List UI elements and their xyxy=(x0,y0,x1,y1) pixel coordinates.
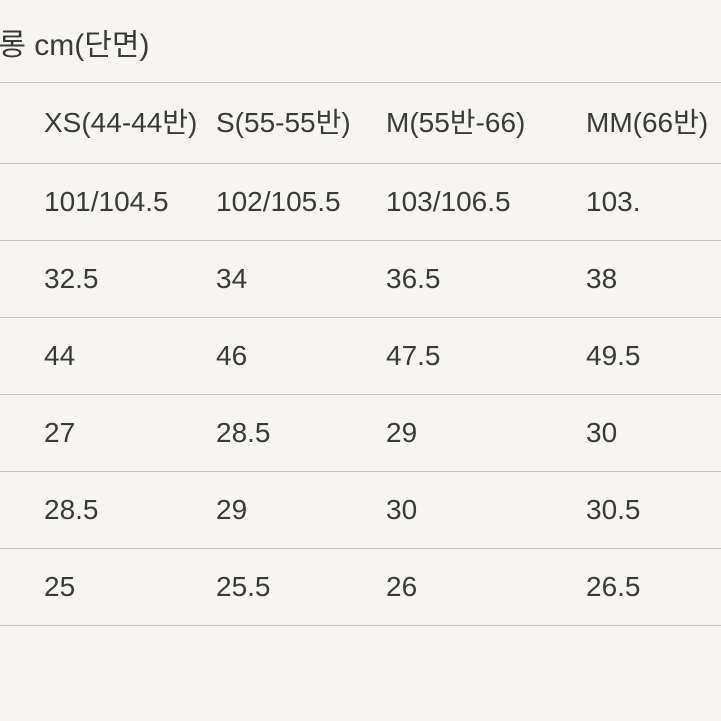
table-cell: 32.5 xyxy=(44,241,216,318)
table-row: 27 28.5 29 30 xyxy=(0,395,721,472)
table-cell: 28.5 xyxy=(44,472,216,549)
table-header-row: XS(44-44반) S(55-55반) M(55반-66) MM(66반) xyxy=(0,83,721,164)
header-cell: XS(44-44반) xyxy=(44,83,216,164)
table-cell: 44 xyxy=(44,318,216,395)
table-row: 32.5 34 36.5 38 xyxy=(0,241,721,318)
cell-pad xyxy=(0,549,44,626)
table-cell: 27 xyxy=(44,395,216,472)
header-cell: M(55반-66) xyxy=(386,83,586,164)
cell-pad xyxy=(0,164,44,241)
table-cell: 26 xyxy=(386,549,586,626)
table-cell: 29 xyxy=(386,395,586,472)
size-table: XS(44-44반) S(55-55반) M(55반-66) MM(66반) 1… xyxy=(0,82,721,626)
table-cell: 47.5 xyxy=(386,318,586,395)
table-cell: 49.5 xyxy=(586,318,721,395)
table-cell: 28.5 xyxy=(216,395,386,472)
header-cell: S(55-55반) xyxy=(216,83,386,164)
table-cell: 101/104.5 xyxy=(44,164,216,241)
table-row: 44 46 47.5 49.5 xyxy=(0,318,721,395)
table-cell: 34 xyxy=(216,241,386,318)
table-cell: 30 xyxy=(586,395,721,472)
table-cell: 30.5 xyxy=(586,472,721,549)
table-cell: 30 xyxy=(386,472,586,549)
cell-pad xyxy=(0,395,44,472)
table-cell: 103/106.5 xyxy=(386,164,586,241)
table-row: 28.5 29 30 30.5 xyxy=(0,472,721,549)
table-cell: 29 xyxy=(216,472,386,549)
header-pad xyxy=(0,83,44,164)
table-cell: 25.5 xyxy=(216,549,386,626)
cell-pad xyxy=(0,241,44,318)
table-cell: 103. xyxy=(586,164,721,241)
table-cell: 26.5 xyxy=(586,549,721,626)
table-cell: 38 xyxy=(586,241,721,318)
cell-pad xyxy=(0,318,44,395)
table-row: 25 25.5 26 26.5 xyxy=(0,549,721,626)
table-cell: 36.5 xyxy=(386,241,586,318)
table-cell: 102/105.5 xyxy=(216,164,386,241)
table-row: 101/104.5 102/105.5 103/106.5 103. xyxy=(0,164,721,241)
table-title: /롱 cm(단면) xyxy=(0,0,721,82)
cell-pad xyxy=(0,472,44,549)
header-cell: MM(66반) xyxy=(586,83,721,164)
table-cell: 46 xyxy=(216,318,386,395)
table-cell: 25 xyxy=(44,549,216,626)
